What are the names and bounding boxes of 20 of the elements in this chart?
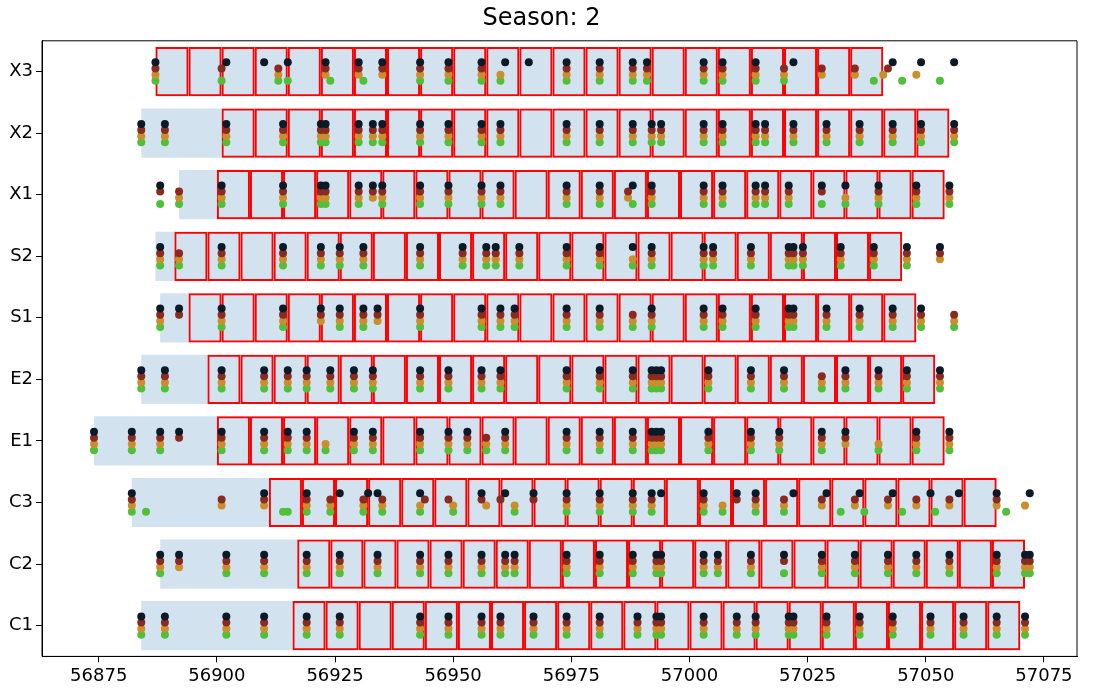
y-tick-label: C1 [8,613,34,635]
x-tick-label: 56925 [306,663,364,685]
y-tick-label: E1 [10,428,34,450]
chart-title: Season: 2 [482,2,601,31]
x-tick-label: 57000 [660,663,719,685]
x-tick-label: 56900 [188,663,246,685]
y-tick-label: X3 [9,59,34,81]
x-tick-label: 57050 [897,663,955,685]
y-tick-label: X2 [9,120,34,142]
x-tick-label: 56975 [542,663,600,685]
y-tick-label: E2 [10,367,34,389]
y-tick-label: S1 [10,305,34,327]
y-tick-label: C2 [8,551,34,573]
x-tick-label: 57025 [778,663,837,685]
x-tick-label: 57075 [1015,663,1073,685]
y-tick-label: X1 [9,182,34,204]
x-tick-label: 56875 [70,663,128,685]
y-tick-label: S2 [10,243,34,265]
x-tick-label: 56950 [424,663,482,685]
y-tick-label: C3 [8,490,34,512]
